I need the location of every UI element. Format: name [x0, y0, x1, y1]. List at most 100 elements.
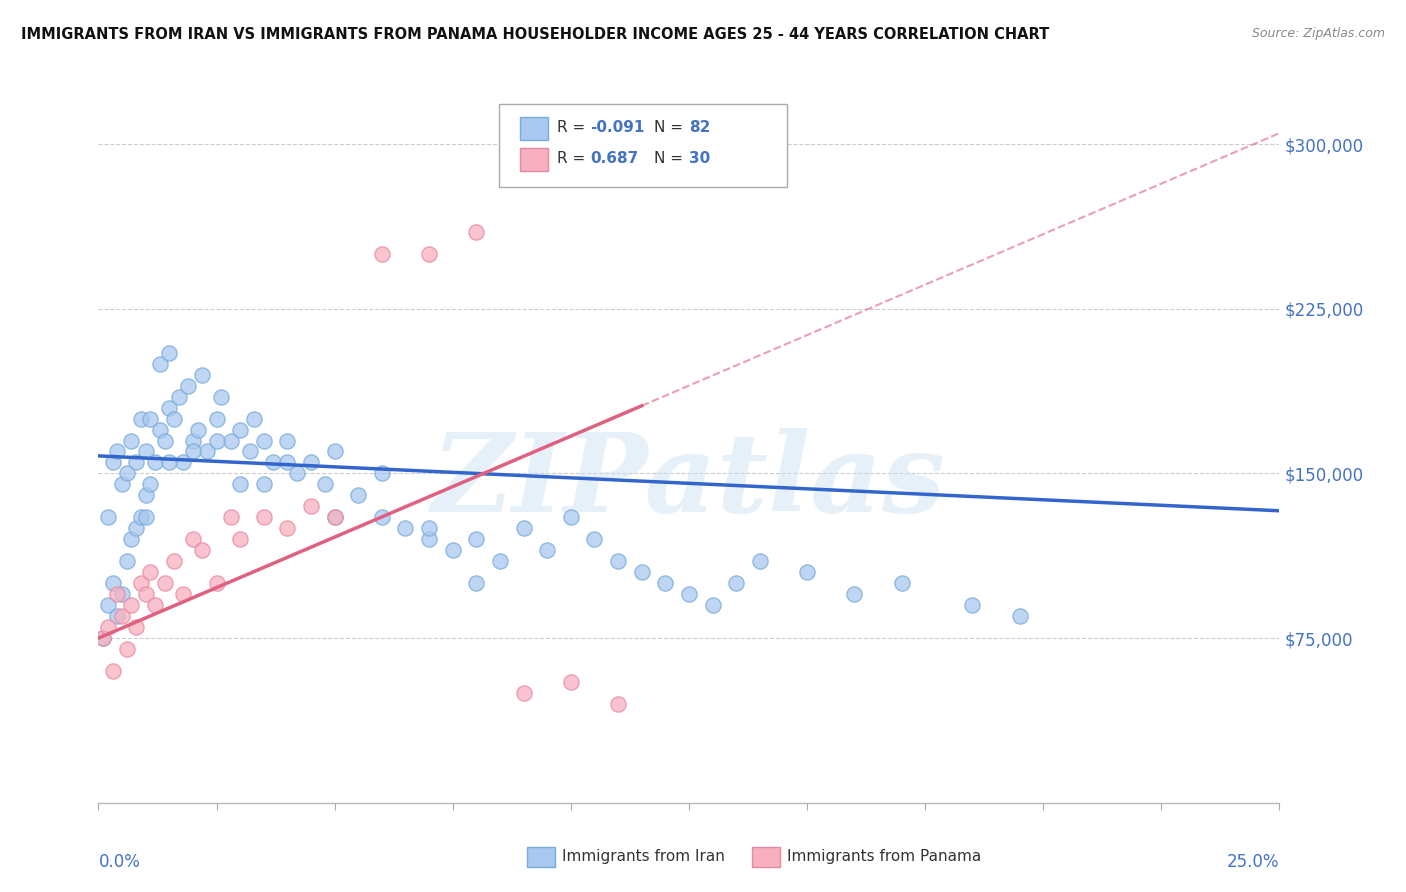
Point [91, 631, 114, 645]
Text: 0.687: 0.687 [591, 152, 638, 166]
Point [702, 598, 724, 612]
Point [441, 543, 464, 558]
Point [489, 554, 512, 568]
Point [205, 576, 228, 591]
Point [157, 455, 180, 469]
Point [129, 576, 152, 591]
Text: 82: 82 [689, 120, 710, 135]
Point [91, 631, 114, 645]
Point [115, 554, 138, 568]
Point [630, 566, 652, 580]
Point [253, 510, 276, 524]
Point [725, 576, 748, 591]
Point [101, 576, 124, 591]
Point [253, 477, 276, 491]
Point [536, 543, 558, 558]
Point [844, 587, 866, 601]
Text: ZIPatlas: ZIPatlas [432, 428, 946, 535]
Point [418, 521, 440, 535]
Point [229, 423, 252, 437]
Point [560, 510, 582, 524]
Point [239, 444, 262, 458]
Point [276, 455, 298, 469]
Point [163, 411, 186, 425]
Point [962, 598, 984, 612]
Text: N =: N = [654, 152, 688, 166]
Point [105, 444, 128, 458]
Point [181, 444, 204, 458]
Point [97, 510, 120, 524]
Point [243, 411, 266, 425]
Point [299, 500, 322, 514]
Point [560, 675, 582, 690]
Point [101, 664, 124, 678]
Point [583, 533, 606, 547]
Point [177, 378, 200, 392]
Text: Source: ZipAtlas.com: Source: ZipAtlas.com [1251, 27, 1385, 40]
Point [1008, 609, 1031, 624]
Point [371, 247, 394, 261]
Text: 30: 30 [689, 152, 710, 166]
Point [748, 554, 770, 568]
Point [607, 697, 630, 711]
Point [97, 598, 120, 612]
Point [172, 455, 194, 469]
Point [276, 434, 298, 448]
Point [135, 488, 157, 502]
Text: R =: R = [557, 120, 591, 135]
Point [285, 467, 308, 481]
Point [607, 554, 630, 568]
Point [157, 345, 180, 359]
Point [125, 620, 148, 634]
Point [796, 566, 818, 580]
Point [253, 434, 276, 448]
Point [111, 609, 134, 624]
Point [121, 598, 143, 612]
Point [323, 510, 346, 524]
Text: 25.0%: 25.0% [1227, 853, 1279, 871]
Point [135, 510, 157, 524]
Point [195, 444, 218, 458]
Point [143, 455, 166, 469]
Point [394, 521, 416, 535]
Point [191, 543, 214, 558]
Point [121, 434, 143, 448]
Text: Immigrants from Iran: Immigrants from Iran [562, 849, 725, 863]
Point [139, 411, 162, 425]
Point [323, 510, 346, 524]
Point [111, 587, 134, 601]
Point [371, 467, 394, 481]
Point [149, 357, 172, 371]
Point [323, 444, 346, 458]
Point [111, 477, 134, 491]
Text: R =: R = [557, 152, 591, 166]
Point [418, 247, 440, 261]
Point [371, 510, 394, 524]
Point [299, 455, 322, 469]
Point [465, 533, 488, 547]
Point [654, 576, 676, 591]
Point [125, 455, 148, 469]
Point [105, 587, 128, 601]
Text: IMMIGRANTS FROM IRAN VS IMMIGRANTS FROM PANAMA HOUSEHOLDER INCOME AGES 25 - 44 Y: IMMIGRANTS FROM IRAN VS IMMIGRANTS FROM … [21, 27, 1049, 42]
Point [205, 434, 228, 448]
Point [121, 533, 143, 547]
Point [101, 455, 124, 469]
Point [262, 455, 284, 469]
Point [172, 587, 194, 601]
Point [314, 477, 336, 491]
Point [187, 423, 209, 437]
Point [276, 521, 298, 535]
Point [139, 566, 162, 580]
Point [139, 477, 162, 491]
Point [149, 423, 172, 437]
Point [347, 488, 370, 502]
Point [219, 510, 242, 524]
Text: N =: N = [654, 120, 688, 135]
Text: Immigrants from Panama: Immigrants from Panama [787, 849, 981, 863]
Point [181, 533, 204, 547]
Point [129, 510, 152, 524]
Point [163, 554, 186, 568]
Point [512, 521, 534, 535]
Point [135, 587, 157, 601]
